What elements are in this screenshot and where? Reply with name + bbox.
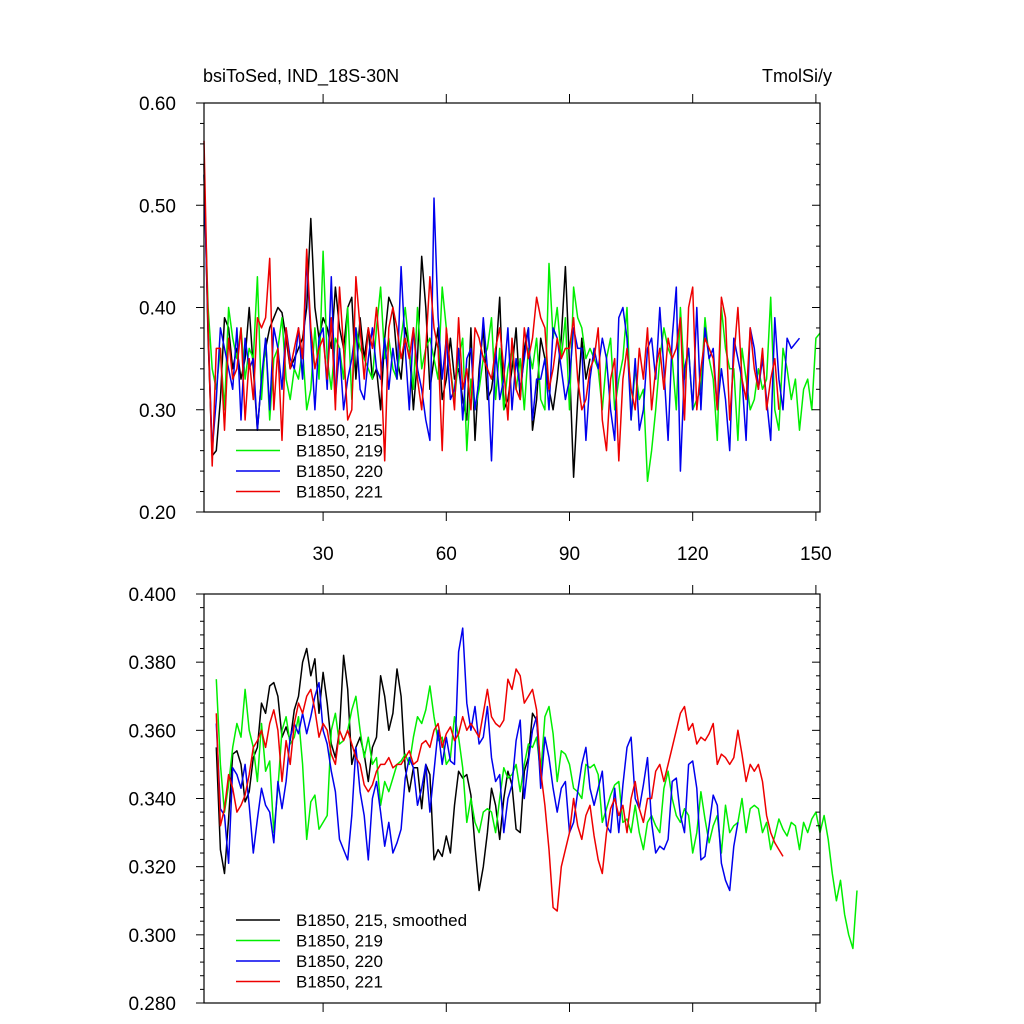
series-line-4: [215, 668, 784, 912]
legend-label: B1850, 220: [296, 952, 383, 971]
series-line-4: [203, 140, 780, 467]
top-panel: 0.20 0.30 0.40 0.50 0.60 30 60 90 120 150 B1850, 2…: [139, 94, 832, 565]
y-tick-label: 0.300: [128, 926, 176, 947]
legend-label: B1850, 215, smoothed: [296, 911, 467, 930]
legend-label: B1850, 219: [296, 442, 383, 461]
x-tick-label: 30: [313, 544, 334, 565]
x-tick-label: 90: [559, 544, 580, 565]
y-tick-label: 0.20: [139, 503, 176, 524]
chart-title: bsiToSed, IND_18S-30N: [203, 66, 399, 87]
series-line-3: [215, 627, 739, 892]
bottom-panel: 0.280 0.300 0.320 0.340 0.360 0.380 0.400 B1850…: [128, 585, 858, 1015]
y-tick-label: 0.320: [128, 858, 176, 879]
series-line-3: [203, 174, 801, 472]
y-tick-label: 0.340: [128, 790, 176, 811]
x-tick-label: 150: [800, 544, 832, 565]
y-tick-label: 0.60: [139, 94, 176, 115]
y-tick-label: 0.360: [128, 721, 176, 742]
y-tick-label: 0.400: [128, 585, 176, 606]
legend-label: B1850, 221: [296, 483, 383, 502]
x-tick-label: 120: [677, 544, 709, 565]
legend-label: B1850, 215: [296, 421, 383, 440]
units-label: TmolSi/y: [762, 66, 832, 86]
series-line-2: [215, 679, 858, 950]
y-tick-label: 0.40: [139, 299, 176, 320]
y-tick-label: 0.380: [128, 653, 176, 674]
legend-label: B1850, 220: [296, 462, 383, 481]
y-tick-label: 0.50: [139, 196, 176, 217]
series-line-1: [215, 647, 542, 892]
legend-label: B1850, 219: [296, 932, 383, 951]
y-tick-label: 0.30: [139, 401, 176, 422]
x-tick-label: 60: [436, 544, 457, 565]
legend-label: B1850, 221: [296, 973, 383, 992]
y-tick-label: 0.280: [128, 994, 176, 1015]
